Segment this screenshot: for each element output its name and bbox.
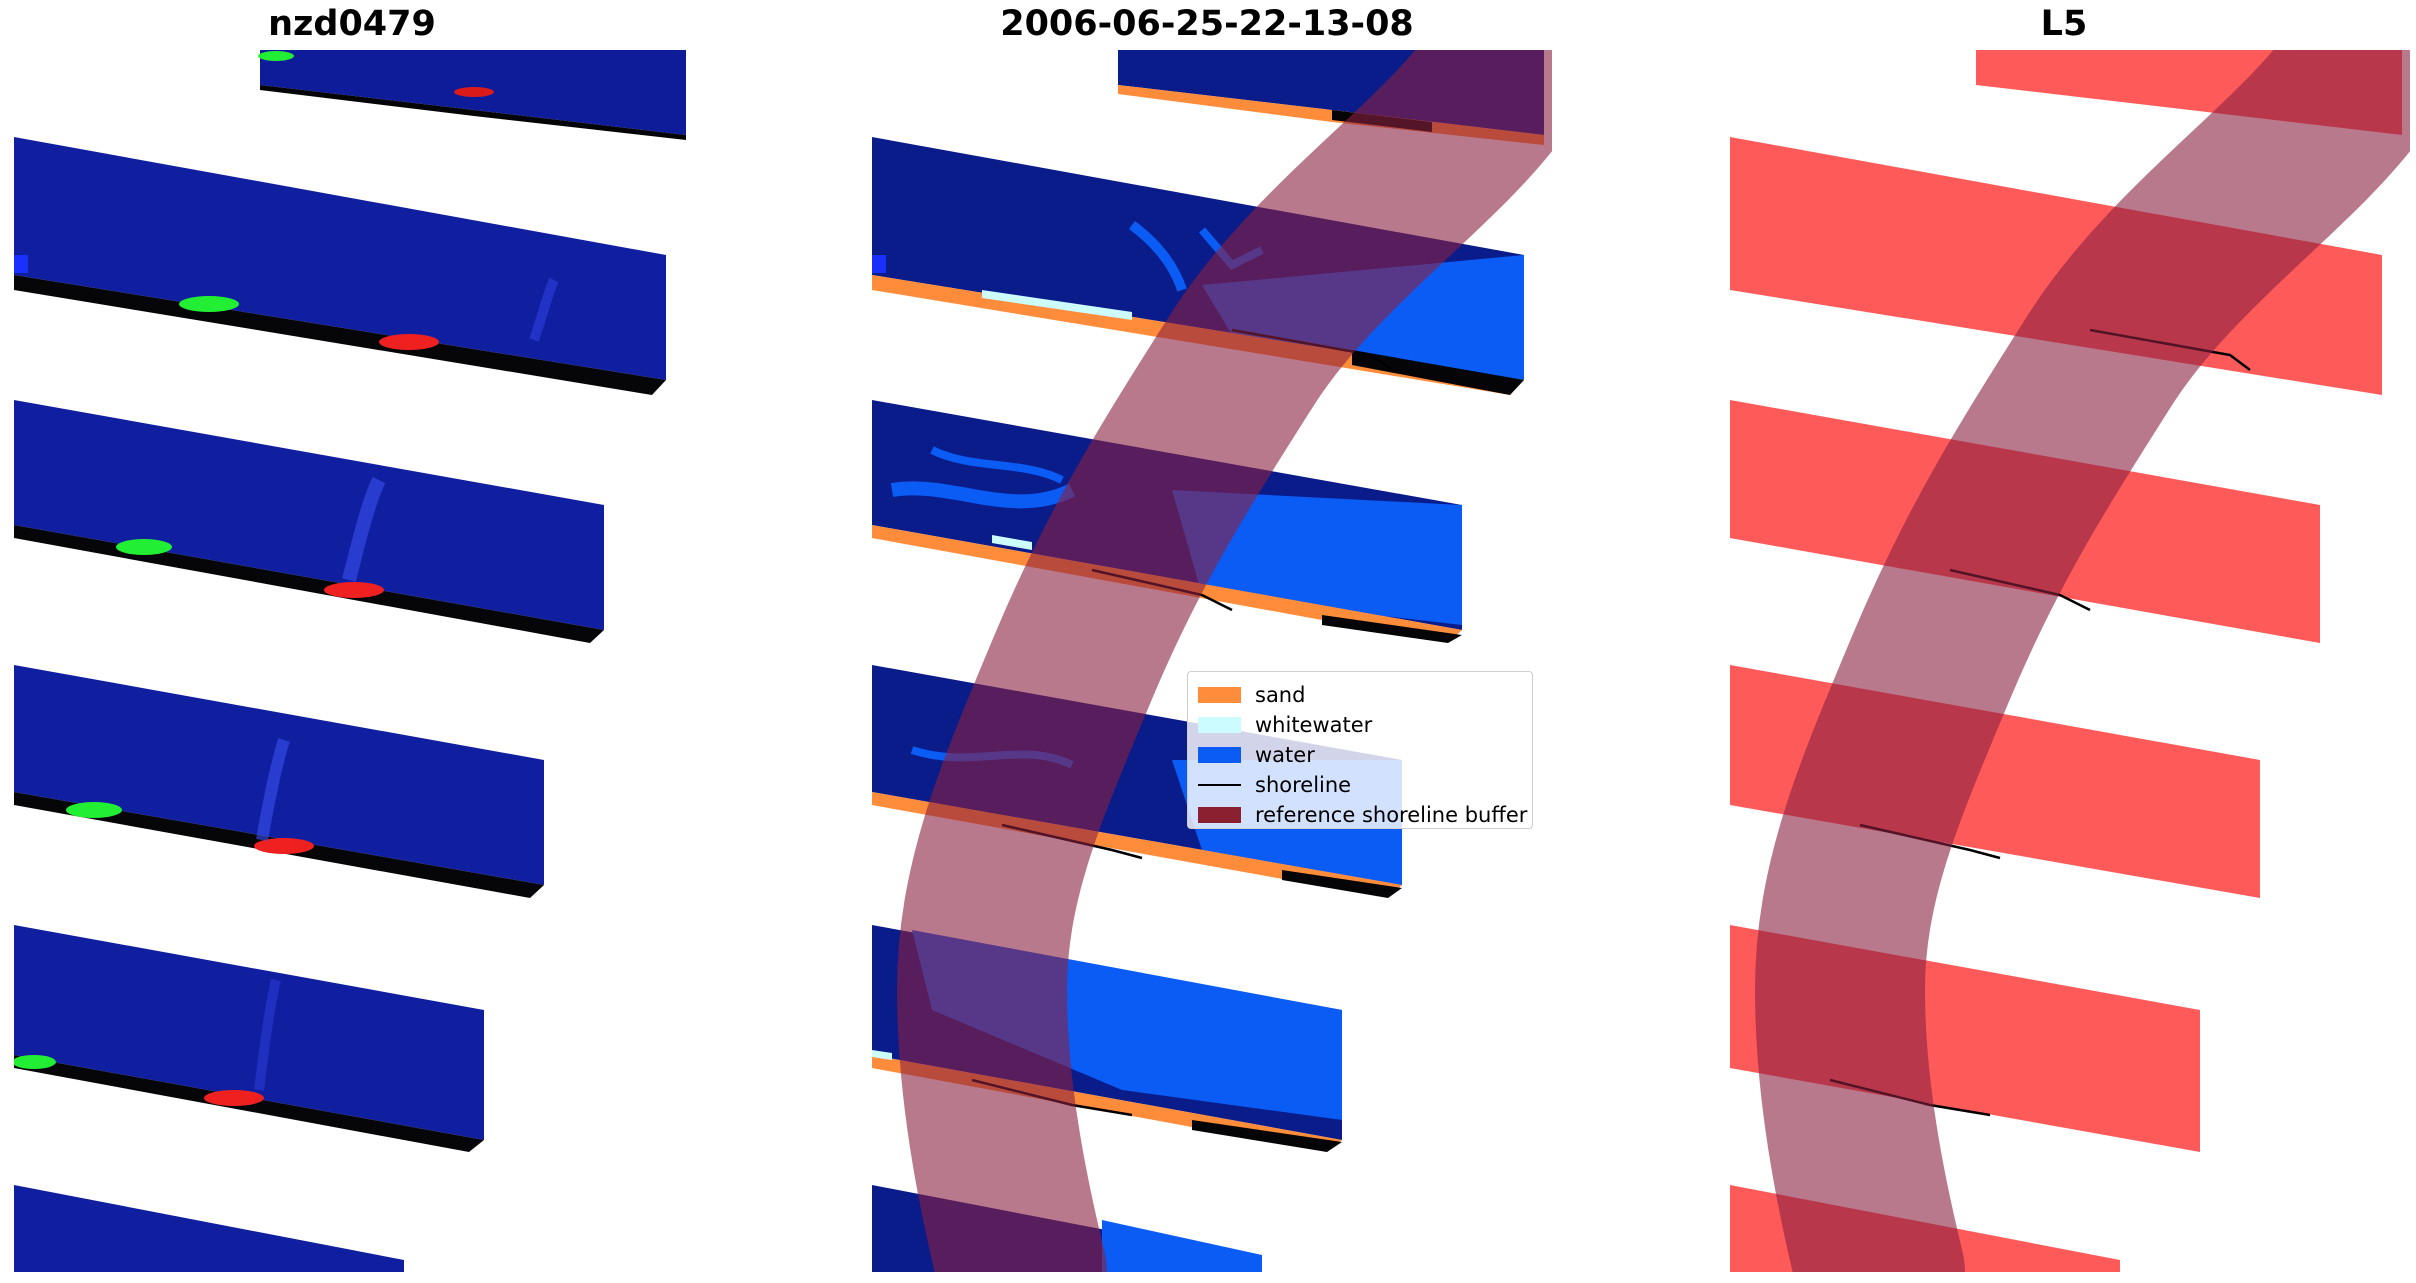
legend: sand whitewater water shoreline referenc… (1187, 671, 1533, 829)
whitewater-swatch (1198, 717, 1241, 733)
satellite-image-panel (14, 50, 694, 1272)
legend-label: reference shoreline buffer (1255, 803, 1528, 827)
mask-panel (1730, 50, 2410, 1272)
legend-item-whitewater: whitewater (1198, 710, 1522, 740)
legend-item-sand: sand (1198, 680, 1522, 710)
legend-label: whitewater (1255, 713, 1373, 737)
satellite-image (14, 50, 686, 1272)
legend-label: water (1255, 743, 1315, 767)
legend-item-water: water (1198, 740, 1522, 770)
legend-item-reference-buffer: reference shoreline buffer (1198, 800, 1527, 830)
legend-item-shoreline: shoreline (1198, 770, 1522, 800)
sand-swatch (1198, 687, 1241, 703)
classification-map (872, 50, 1552, 1272)
mask-map (1730, 50, 2410, 1272)
classification-panel (872, 50, 1552, 1272)
legend-label: sand (1255, 683, 1306, 707)
buffer-swatch (1198, 807, 1241, 823)
shoreline-line-swatch (1198, 784, 1241, 786)
legend-label: shoreline (1255, 773, 1352, 797)
title-sensor: L5 (2040, 4, 2088, 44)
title-classification-date: 2006-06-25-22-13-08 (1000, 4, 1414, 44)
water-swatch (1198, 747, 1241, 763)
title-satellite-image: nzd0479 (268, 4, 436, 44)
